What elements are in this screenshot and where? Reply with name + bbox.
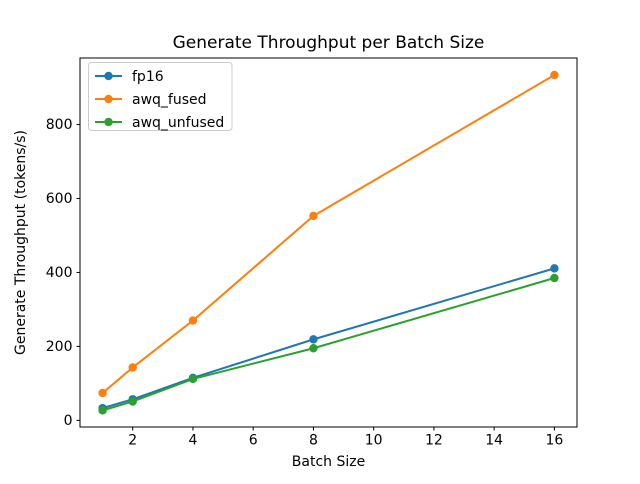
x-tick-label: 8	[309, 433, 318, 449]
legend: fp16 awq_fused awq_unfused	[88, 62, 233, 131]
chart-title: Generate Throughput per Batch Size	[173, 33, 485, 53]
data-point-awq_fused	[550, 70, 559, 80]
data-point-awq_fused	[188, 316, 198, 325]
legend-marker-awq_fused	[104, 94, 113, 104]
data-point-fp16	[309, 335, 318, 344]
legend-entry-awq_unfused: awq_unfused	[95, 115, 224, 131]
y-axis: 0 200 400 600 800	[46, 117, 80, 429]
data-point-awq_unfused	[188, 374, 198, 384]
x-tick-label: 2	[128, 433, 137, 449]
chart-root: 2 4 6 8 10 12 14 16 0 200 400 600 800 fp16 awq_fusedaw…	[46, 57, 578, 449]
legend-marker-awq_unfused	[104, 117, 113, 127]
legend-label-awq_unfused: awq_unfused	[132, 115, 224, 131]
x-tick-label: 4	[188, 433, 197, 449]
legend-label-fp16: fp16	[132, 69, 164, 85]
y-tick-label: 200	[46, 339, 73, 355]
series-fp16	[98, 264, 559, 413]
data-point-awq_fused	[128, 363, 137, 372]
legend-entry-awq_fused: awq_fused	[95, 92, 207, 108]
x-tick-label: 6	[249, 433, 258, 449]
x-tick-label: 12	[425, 433, 443, 449]
data-point-awq_unfused	[309, 344, 318, 353]
data-point-awq_fused	[309, 211, 318, 221]
y-tick-label: 0	[64, 413, 73, 429]
x-tick-label: 16	[545, 433, 563, 449]
y-tick-label: 600	[46, 191, 73, 207]
series-awq_unfused	[98, 273, 559, 415]
legend-entry-fp16: fp16	[95, 69, 164, 85]
legend-box	[88, 62, 233, 131]
x-tick-label: 10	[365, 433, 383, 449]
x-axis: 2 4 6 8 10 12 14 16	[128, 427, 563, 449]
legend-marker-fp16	[104, 71, 113, 81]
y-tick-label: 400	[46, 265, 73, 281]
x-tick-label: 14	[485, 433, 503, 449]
series-awq_fused	[98, 70, 559, 398]
legend-label-awq_fused: awq_fused	[132, 92, 207, 108]
data-point-fp16	[550, 264, 559, 273]
y-axis-label: Generate Throughput (tokens/s)	[13, 130, 29, 355]
x-axis-label: Batch Size	[292, 454, 365, 470]
data-point-awq_unfused	[550, 273, 559, 283]
series-line-awq_unfused	[101, 276, 556, 412]
data-point-awq_unfused	[98, 406, 107, 415]
axes-frame	[79, 57, 578, 428]
data-point-awq_unfused	[128, 397, 137, 406]
data-point-awq_fused	[98, 388, 107, 398]
y-tick-label: 800	[46, 117, 73, 133]
